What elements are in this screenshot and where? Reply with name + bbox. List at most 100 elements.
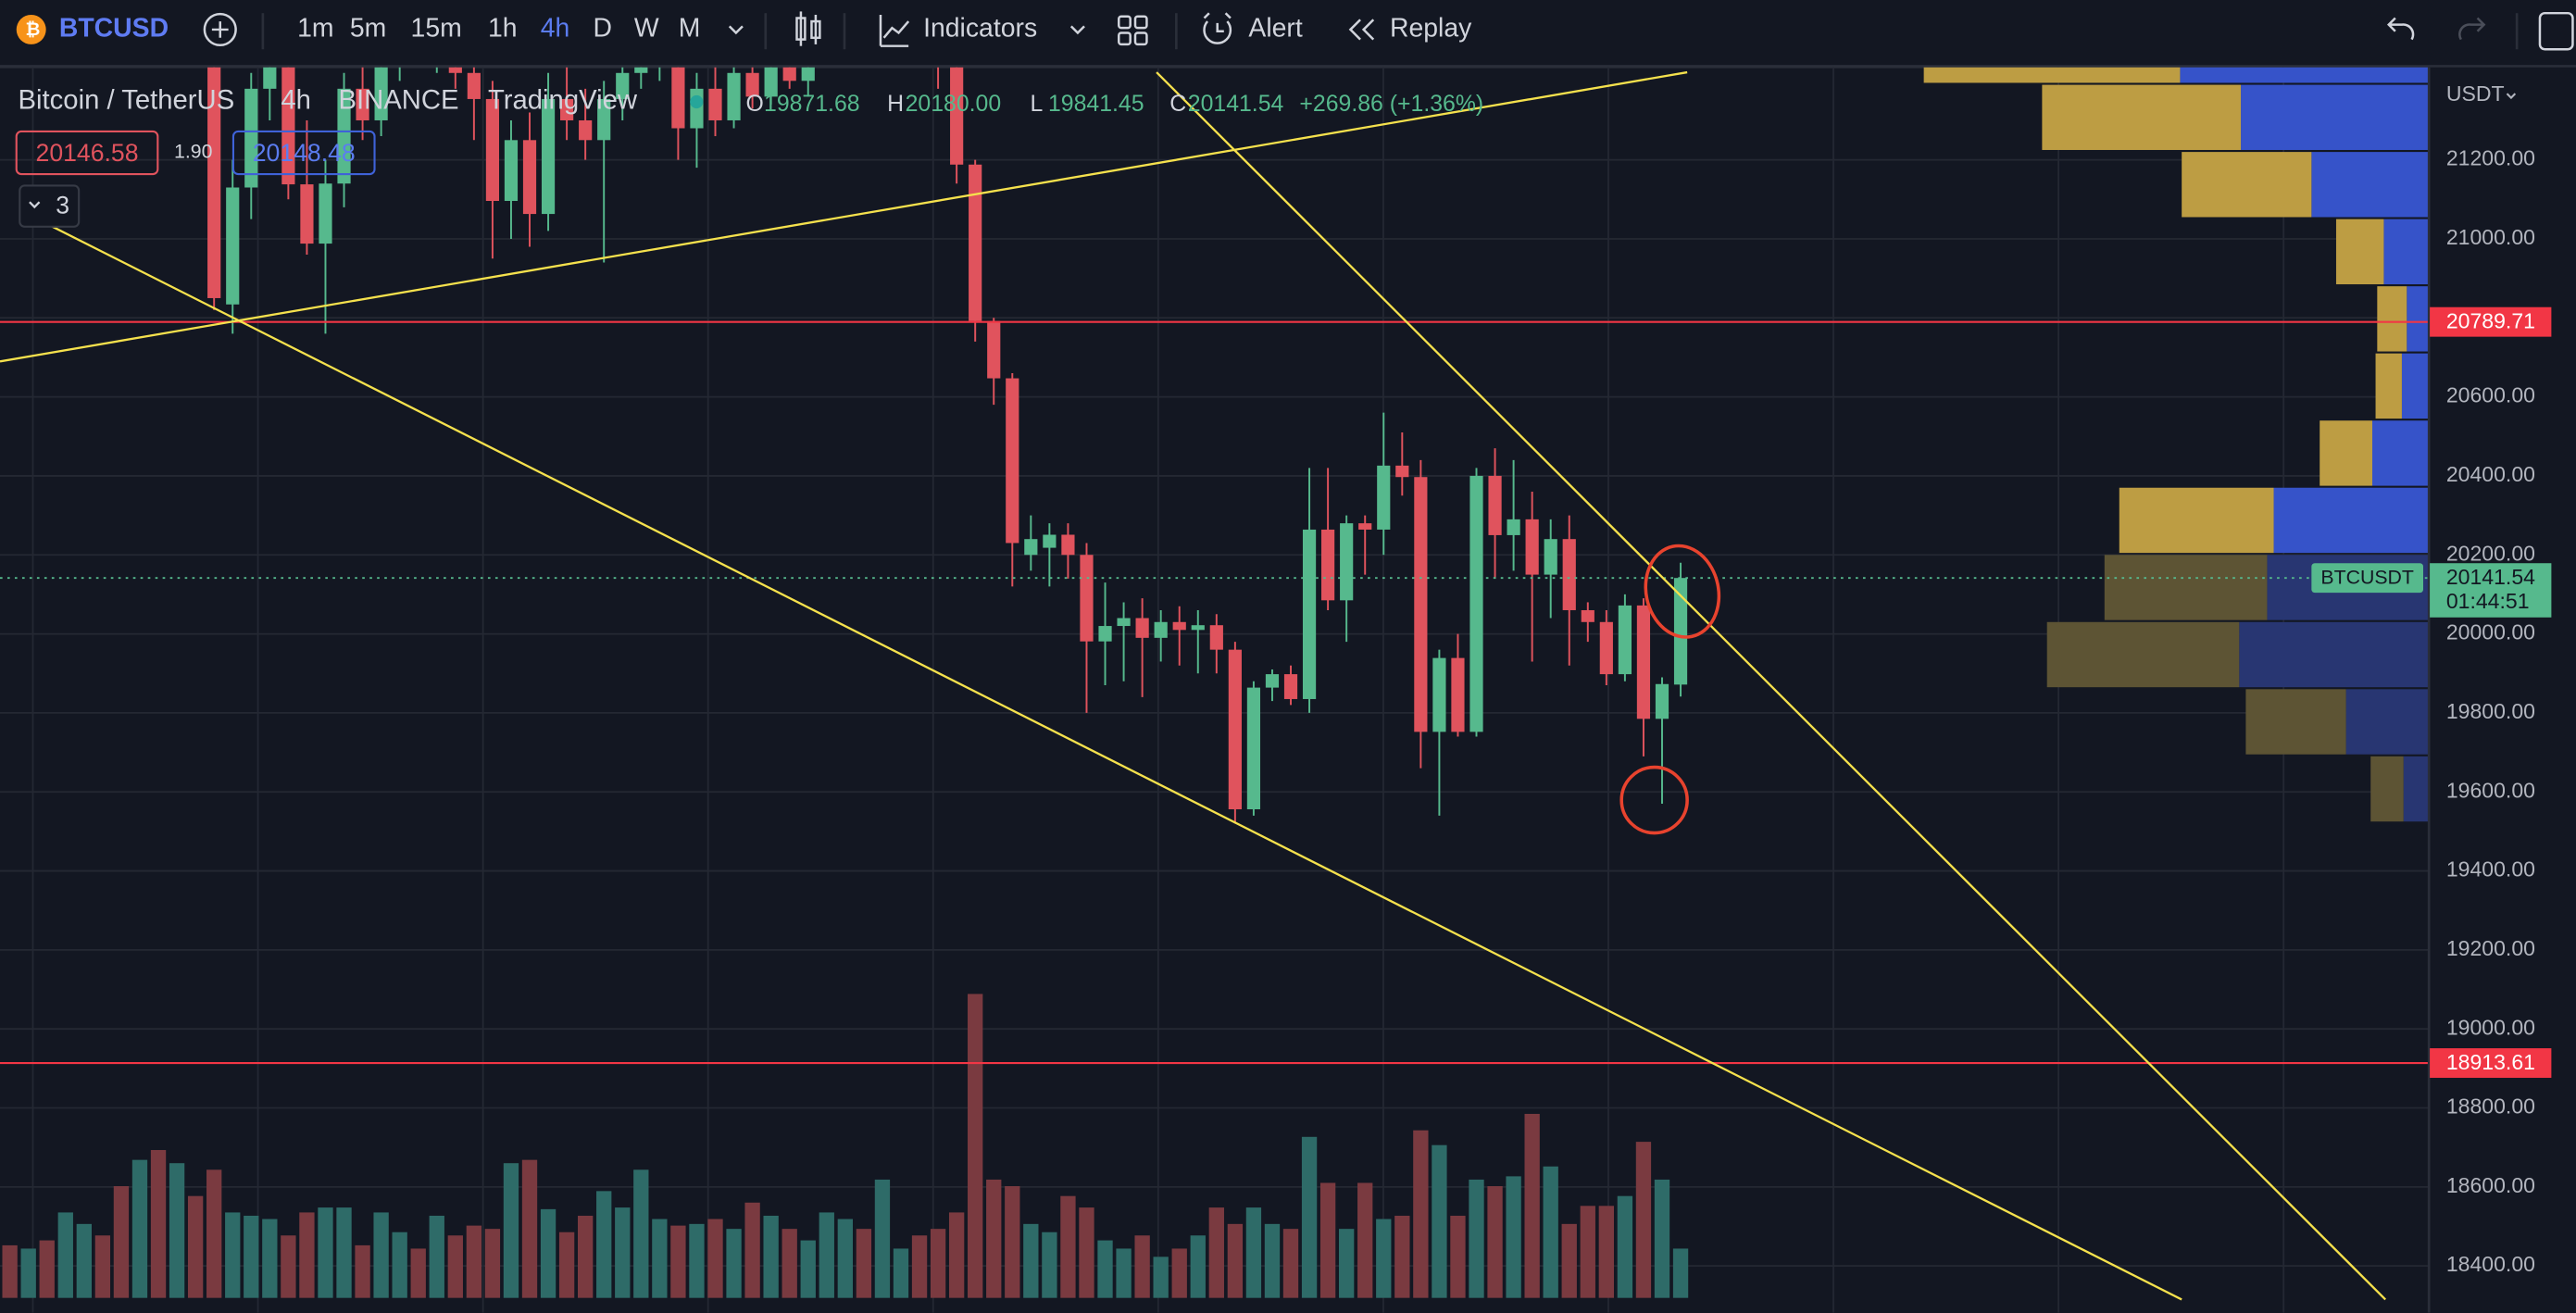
profile-blue bbox=[2273, 487, 2429, 554]
volume-bar bbox=[76, 1223, 93, 1298]
replay-button[interactable]: Replay bbox=[1390, 13, 1472, 43]
price-label: 18913.61 bbox=[2446, 1050, 2535, 1074]
ohlc-value: 20141.54 bbox=[1188, 92, 1284, 117]
candle-body bbox=[1043, 534, 1057, 548]
volume-bar bbox=[763, 1215, 779, 1298]
volume-bar bbox=[1116, 1248, 1132, 1298]
buy-box[interactable] bbox=[231, 130, 376, 176]
candle-body bbox=[690, 88, 704, 129]
candle-body bbox=[671, 67, 685, 129]
candle-body bbox=[207, 67, 221, 298]
candle-body bbox=[1006, 378, 1019, 544]
candle-body bbox=[1265, 674, 1280, 688]
y-tick-label: 19200.00 bbox=[2446, 936, 2535, 960]
candle-body bbox=[1228, 649, 1242, 809]
candle-body bbox=[1340, 523, 1354, 601]
intervals: 1m 5m 15m 1h 4h D W M bbox=[297, 13, 700, 43]
undo[interactable] bbox=[2386, 17, 2415, 41]
candle-body bbox=[1451, 657, 1465, 732]
layouts[interactable] bbox=[1118, 15, 1148, 46]
interval-button[interactable]: 4h bbox=[541, 13, 570, 43]
highlight-circle[interactable] bbox=[1619, 765, 1689, 835]
symbol-icon-glyph: ₿ bbox=[26, 19, 41, 40]
chart-type[interactable] bbox=[795, 11, 821, 46]
candle-body bbox=[708, 88, 722, 120]
volume-bar bbox=[169, 1163, 185, 1298]
volume-bar bbox=[744, 1202, 760, 1298]
volume-bar bbox=[1208, 1207, 1224, 1298]
add-symbol-plus bbox=[211, 21, 229, 38]
candle-body bbox=[1024, 539, 1038, 556]
y-tick-label: 19600.00 bbox=[2446, 778, 2535, 802]
candle-body bbox=[1432, 657, 1446, 732]
y-tick-label: 20400.00 bbox=[2446, 462, 2535, 486]
candle-body bbox=[1544, 539, 1557, 575]
interval-menu[interactable] bbox=[728, 25, 744, 35]
indicators-button[interactable]: Indicators bbox=[923, 13, 1037, 43]
y-tick-label: 19000.00 bbox=[2446, 1015, 2535, 1039]
volume-bar bbox=[726, 1229, 742, 1298]
y-tick-label: 21200.00 bbox=[2446, 146, 2535, 170]
y-tick-label: 21000.00 bbox=[2446, 225, 2535, 249]
candle-body bbox=[504, 140, 519, 202]
trendline[interactable] bbox=[1156, 71, 2387, 1301]
interval-button[interactable]: M bbox=[679, 13, 701, 43]
volume-bar bbox=[336, 1207, 352, 1298]
highlight-circle[interactable] bbox=[1637, 539, 1727, 644]
volume-bar bbox=[521, 1159, 538, 1298]
profile-gold bbox=[2245, 689, 2346, 755]
volume-bar bbox=[1042, 1232, 1057, 1298]
candle-body bbox=[1191, 625, 1205, 631]
interval-button[interactable]: 5m bbox=[350, 13, 386, 43]
fullscreen[interactable] bbox=[2538, 11, 2574, 51]
volume-bar bbox=[1506, 1176, 1521, 1298]
volume-bar bbox=[1357, 1182, 1373, 1298]
volume-bar bbox=[596, 1191, 612, 1298]
volume-bar bbox=[1469, 1179, 1484, 1298]
trendline[interactable] bbox=[0, 70, 1688, 363]
price-label-box bbox=[2430, 1048, 2552, 1079]
last-price: 20141.54 bbox=[2446, 565, 2535, 589]
candle-body bbox=[1488, 475, 1502, 535]
candle-body bbox=[374, 67, 388, 120]
volume-bar bbox=[837, 1219, 854, 1298]
profile-gold bbox=[2104, 555, 2268, 620]
volume-bar bbox=[1282, 1229, 1299, 1298]
alert-button[interactable]: Alert bbox=[1248, 13, 1302, 43]
candle-body bbox=[1154, 621, 1168, 638]
sell-box[interactable] bbox=[15, 130, 159, 176]
currency[interactable]: USDT bbox=[2446, 81, 2505, 106]
symbol[interactable]: BTCUSD bbox=[59, 13, 169, 43]
indicators-menu[interactable] bbox=[1069, 25, 1085, 35]
volume-bar bbox=[633, 1169, 649, 1298]
profile-blue bbox=[2311, 152, 2429, 218]
volume-bar bbox=[577, 1215, 594, 1298]
profile-blue bbox=[2401, 353, 2429, 419]
interval-button[interactable]: W bbox=[634, 13, 659, 43]
volume-bar bbox=[1432, 1144, 1447, 1298]
candle-body bbox=[634, 67, 648, 73]
axis-labels: 21200.0021000.0020800.0020600.0020400.00… bbox=[2430, 146, 2552, 1276]
volume-bar bbox=[1134, 1235, 1150, 1298]
interval-button[interactable]: 1h bbox=[488, 13, 518, 43]
profile-blue bbox=[2239, 621, 2429, 688]
redo[interactable] bbox=[2458, 17, 2486, 41]
profile-gold bbox=[2335, 219, 2384, 285]
interval-button[interactable]: 15m bbox=[411, 13, 462, 43]
volume-bar bbox=[1580, 1206, 1595, 1298]
candle-body bbox=[1636, 605, 1651, 719]
profile-gold bbox=[1923, 67, 2181, 83]
interval-button[interactable]: D bbox=[593, 13, 611, 43]
profile-blue bbox=[2180, 67, 2429, 83]
volume-bar bbox=[1672, 1248, 1689, 1298]
trendline[interactable] bbox=[48, 224, 2182, 1301]
y-tick-label: 19400.00 bbox=[2446, 857, 2535, 882]
indicator-toggle[interactable] bbox=[19, 184, 81, 228]
add-symbol[interactable] bbox=[203, 12, 237, 47]
candle-body bbox=[764, 67, 778, 97]
interval-button[interactable]: 1m bbox=[297, 13, 333, 43]
indicators-icon bbox=[879, 14, 910, 47]
profile-gold bbox=[2046, 621, 2240, 688]
candle-body bbox=[1581, 609, 1594, 622]
candle-body bbox=[969, 164, 982, 321]
